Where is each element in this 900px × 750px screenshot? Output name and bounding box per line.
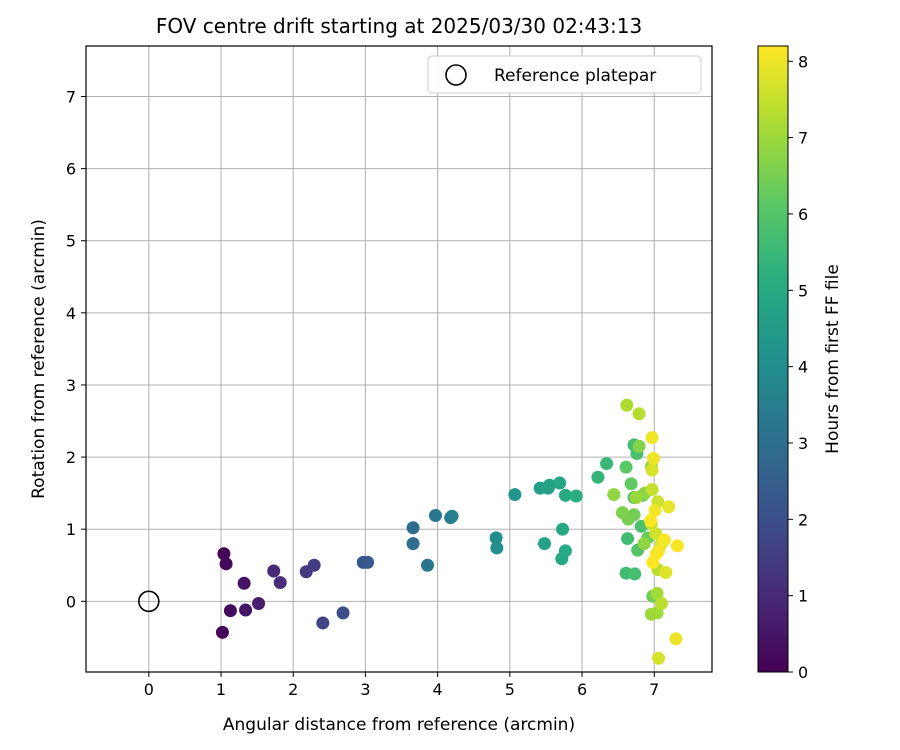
data-point: [569, 489, 583, 503]
data-point: [637, 537, 651, 551]
y-axis-label: Rotation from reference (arcmin): [29, 219, 49, 499]
colorbar-tick-label: 3: [798, 434, 808, 453]
data-point: [273, 576, 287, 590]
data-point: [490, 541, 504, 555]
data-point: [628, 567, 642, 581]
y-tick-label: 5: [66, 232, 76, 251]
colorbar-frame: [757, 45, 789, 673]
data-point: [600, 457, 614, 471]
colorbar-tick-label: 6: [798, 205, 808, 224]
data-point: [219, 557, 233, 571]
data-point: [615, 506, 629, 520]
data-point: [361, 555, 375, 569]
x-tick-label: 0: [144, 680, 154, 699]
data-point: [620, 398, 634, 412]
data-point: [644, 514, 658, 528]
data-point: [632, 407, 646, 421]
x-tick-label: 6: [577, 680, 587, 699]
y-tick-label: 0: [66, 592, 76, 611]
data-point: [648, 503, 662, 517]
data-point: [406, 521, 420, 535]
data-point: [445, 509, 459, 523]
data-point: [646, 555, 660, 569]
colorbar-gradient: [758, 46, 788, 672]
data-point: [421, 558, 435, 572]
colorbar-tick-label: 2: [798, 510, 808, 529]
data-point: [556, 522, 570, 536]
data-point: [336, 606, 350, 620]
data-point: [670, 539, 684, 553]
data-point: [215, 625, 229, 639]
data-point: [406, 537, 420, 551]
colorbar-tick-label: 1: [798, 587, 808, 606]
legend-marker: [445, 64, 467, 86]
data-point: [252, 596, 266, 610]
colorbar-tick-label: 7: [798, 129, 808, 148]
data-point: [428, 509, 442, 522]
data-point: [558, 544, 572, 558]
data-point: [217, 547, 231, 561]
x-tick-label: 4: [433, 680, 443, 699]
legend-label: Reference platepar: [494, 66, 656, 86]
data-point: [650, 586, 664, 600]
y-tick-label: 4: [66, 304, 76, 323]
y-tick-label: 7: [66, 87, 76, 106]
data-point: [669, 632, 683, 646]
data-point: [537, 537, 551, 551]
data-point: [489, 531, 503, 545]
data-point: [619, 460, 633, 474]
colorbar-tick-label: 4: [798, 358, 808, 377]
data-point: [267, 564, 281, 578]
x-tick-label: 7: [649, 680, 659, 699]
data-point: [652, 651, 666, 665]
legend-box: [427, 55, 702, 94]
x-axis-label: Angular distance from reference (arcmin): [223, 715, 575, 735]
data-point: [624, 477, 638, 491]
y-tick-label: 3: [66, 376, 76, 395]
colorbar-tick-label: 0: [798, 663, 808, 682]
data-point: [654, 596, 668, 610]
x-tick-label: 5: [505, 680, 515, 699]
data-point: [645, 483, 659, 497]
data-point: [607, 488, 621, 502]
colorbar-tick-label: 5: [798, 281, 808, 300]
colorbar-tick-label: 8: [798, 52, 808, 71]
plot-area: 0 1 2 3 4 5 6 7 0 1 2 3 4 5 6 7: [66, 45, 713, 699]
legend: Reference platepar: [427, 55, 702, 94]
data-point: [657, 533, 671, 547]
data-point: [634, 519, 648, 533]
data-point: [645, 431, 659, 445]
colorbar: 0 1 2 3 4 5 6 7 8: [757, 45, 808, 682]
y-tick-label: 2: [66, 448, 76, 467]
x-tick-label: 3: [360, 680, 370, 699]
data-point: [647, 452, 661, 466]
data-point: [662, 500, 676, 514]
x-tick-label: 1: [216, 680, 226, 699]
data-point: [632, 439, 646, 453]
data-point: [558, 488, 572, 502]
data-point: [553, 476, 567, 490]
data-point: [645, 463, 659, 477]
data-point: [629, 490, 643, 504]
data-point: [621, 532, 635, 546]
data-point: [591, 470, 605, 484]
colorbar-label: Hours from first FF file: [823, 264, 843, 454]
data-point: [223, 604, 237, 618]
y-tick-label: 6: [66, 160, 76, 179]
axes-frame: [85, 45, 713, 673]
chart-title: FOV centre drift starting at 2025/03/30 …: [156, 14, 642, 38]
data-point: [508, 488, 522, 502]
x-tick-label: 2: [288, 680, 298, 699]
reference-marker: [138, 590, 160, 613]
data-point: [659, 565, 673, 579]
data-point: [239, 603, 253, 617]
data-point: [316, 616, 330, 630]
data-point: [543, 478, 557, 492]
y-tick-label: 1: [66, 520, 76, 539]
data-point: [307, 558, 321, 572]
data-point: [237, 576, 251, 590]
